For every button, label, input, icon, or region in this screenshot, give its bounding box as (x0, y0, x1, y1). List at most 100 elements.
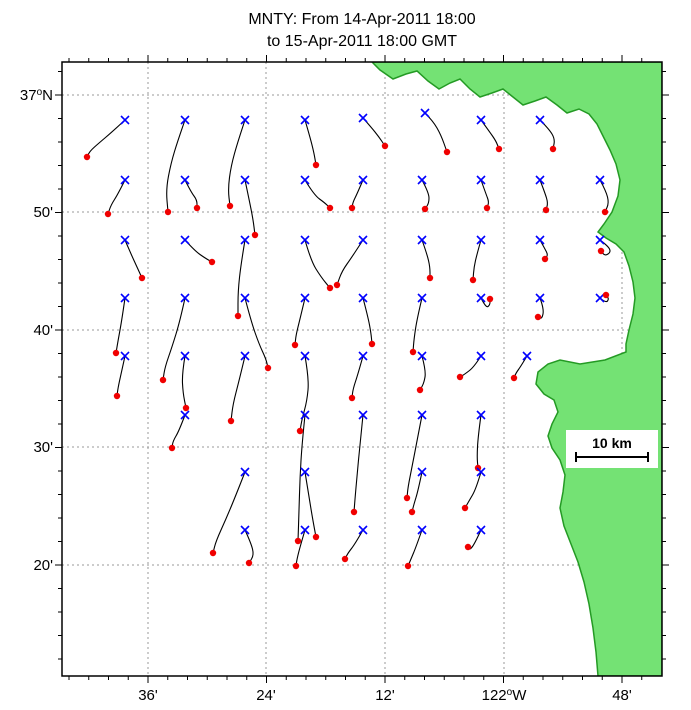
trajectory-path (166, 119, 186, 213)
x-axis-tick-label: 122oW (482, 687, 528, 704)
trajectory-path (480, 179, 489, 209)
trajectory-path (299, 355, 309, 432)
end-marker-dot (601, 208, 609, 216)
trajectory-path (304, 471, 317, 538)
start-marker-x (595, 235, 605, 245)
start-marker-x (476, 525, 486, 535)
end-marker-dot (510, 374, 518, 382)
start-marker-x (240, 467, 250, 477)
y-axis-tick-label: 20' (33, 557, 53, 574)
end-marker-dot (483, 204, 491, 212)
end-marker-dot (469, 276, 477, 284)
start-marker-x (358, 175, 368, 185)
start-marker-x (180, 410, 190, 420)
trajectory-path (539, 239, 548, 260)
end-marker-dot (333, 281, 341, 289)
trajectory-path (244, 179, 256, 236)
end-marker-dot (113, 392, 121, 400)
figure-title-line1: MNTY: From 14-Apr-2011 18:00 (248, 11, 475, 28)
trajectory-path (362, 297, 373, 345)
start-marker-x (120, 115, 130, 125)
start-marker-x (180, 115, 190, 125)
start-marker-x (417, 525, 427, 535)
end-marker-dot (164, 208, 172, 216)
start-marker-x (595, 293, 605, 303)
trajectory-path (304, 179, 331, 209)
trajectory-path (480, 119, 500, 150)
start-marker-x (300, 351, 310, 361)
end-marker-dot (209, 549, 217, 557)
trajectory-path (513, 355, 528, 379)
end-marker-dot (159, 376, 167, 384)
end-marker-dot (83, 153, 91, 161)
start-marker-x (240, 525, 250, 535)
trajectory-path (107, 179, 126, 215)
start-marker-x (417, 467, 427, 477)
start-marker-x (358, 293, 368, 303)
trajectory-path (124, 239, 143, 279)
start-marker-x (240, 175, 250, 185)
start-marker-x (358, 525, 368, 535)
trajectory-path (424, 112, 448, 153)
trajectory-path (421, 239, 431, 278)
trajectory-path (362, 117, 386, 147)
end-marker-dot (245, 559, 253, 567)
start-marker-x (300, 293, 310, 303)
end-marker-dot (348, 204, 356, 212)
y-axis-tick-label: 37oN (20, 87, 53, 104)
end-marker-dot (234, 312, 242, 320)
start-marker-x (240, 293, 250, 303)
end-marker-dot (251, 231, 259, 239)
trajectory-path (212, 471, 246, 554)
trajectory-path (171, 414, 186, 449)
trajectory-path (539, 179, 548, 211)
trajectory-path (459, 355, 482, 378)
end-marker-dot (292, 562, 300, 570)
start-marker-x (476, 467, 486, 477)
start-marker-x (180, 235, 190, 245)
start-marker-x (358, 351, 368, 361)
end-marker-dot (226, 202, 234, 210)
start-marker-x (120, 175, 130, 185)
end-marker-dot (348, 394, 356, 402)
end-marker-dot (495, 145, 503, 153)
end-marker-dot (296, 427, 304, 435)
y-axis-tick-label: 50' (33, 204, 53, 221)
trajectory-path (244, 297, 269, 369)
figure-title-line2: to 15-Apr-2011 18:00 GMT (267, 33, 457, 50)
start-marker-x (417, 351, 427, 361)
landmass (370, 62, 662, 676)
end-marker-dot (541, 255, 549, 263)
trajectory-path (353, 414, 364, 513)
start-marker-x (476, 293, 486, 303)
start-marker-x (300, 175, 310, 185)
trajectory-path (599, 179, 609, 213)
end-marker-dot (461, 504, 469, 512)
start-marker-x (522, 351, 532, 361)
trajectory-path (86, 119, 126, 158)
trajectory-path (294, 297, 306, 346)
trajectory-path (411, 471, 423, 513)
start-marker-x (180, 351, 190, 361)
start-marker-x (300, 235, 310, 245)
trajectory-path (181, 355, 187, 409)
map-frame (61, 61, 663, 677)
start-marker-x (476, 115, 486, 125)
trajectory-path (351, 179, 364, 209)
end-marker-dot (104, 210, 112, 218)
end-marker-dot (486, 295, 494, 303)
trajectory-path (228, 119, 246, 207)
start-marker-x (417, 235, 427, 245)
end-marker-dot (464, 543, 472, 551)
scale-bar-background (566, 430, 658, 468)
start-marker-x (476, 410, 486, 420)
trajectory-path (184, 239, 213, 263)
end-marker-dot (426, 274, 434, 282)
start-marker-x (358, 113, 368, 123)
start-marker-x (240, 235, 250, 245)
end-marker-dot (602, 291, 610, 299)
end-marker-dot (381, 142, 389, 150)
trajectory-path (539, 119, 555, 150)
scale-bar-label: 10 km (592, 435, 632, 451)
